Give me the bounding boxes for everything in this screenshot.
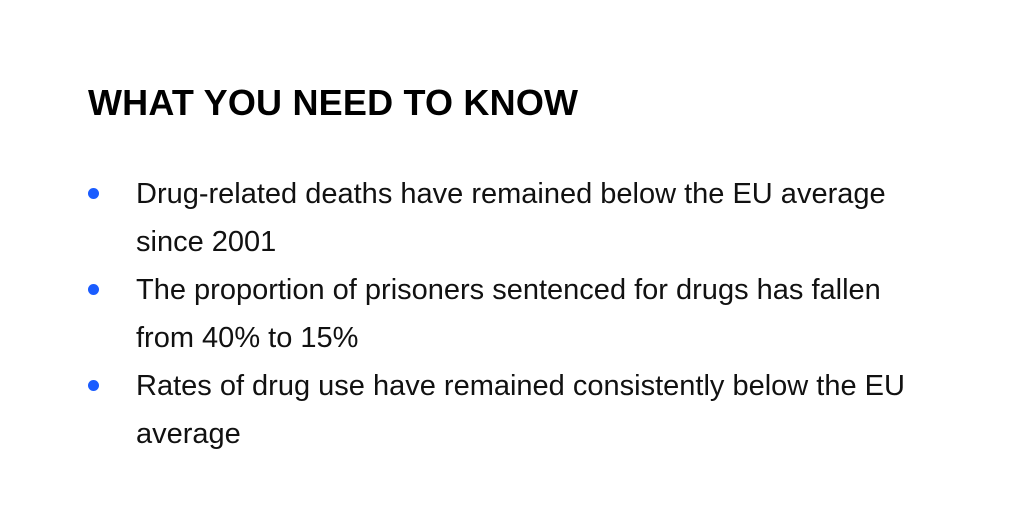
bullet-icon [88,284,99,295]
list-item-text: Drug-related deaths have remained below … [136,178,886,258]
bullet-icon [88,188,99,199]
bullet-icon [88,380,99,391]
list-item: Drug-related deaths have remained below … [0,170,941,266]
list-item-text: The proportion of prisoners sentenced fo… [136,274,881,354]
list-item: Rates of drug use have remained consiste… [0,362,941,458]
key-points-list: Drug-related deaths have remained below … [0,170,941,458]
list-item-text: Rates of drug use have remained consiste… [136,370,905,450]
list-item: The proportion of prisoners sentenced fo… [0,266,941,362]
page-title: WHAT YOU NEED TO KNOW [88,82,579,123]
